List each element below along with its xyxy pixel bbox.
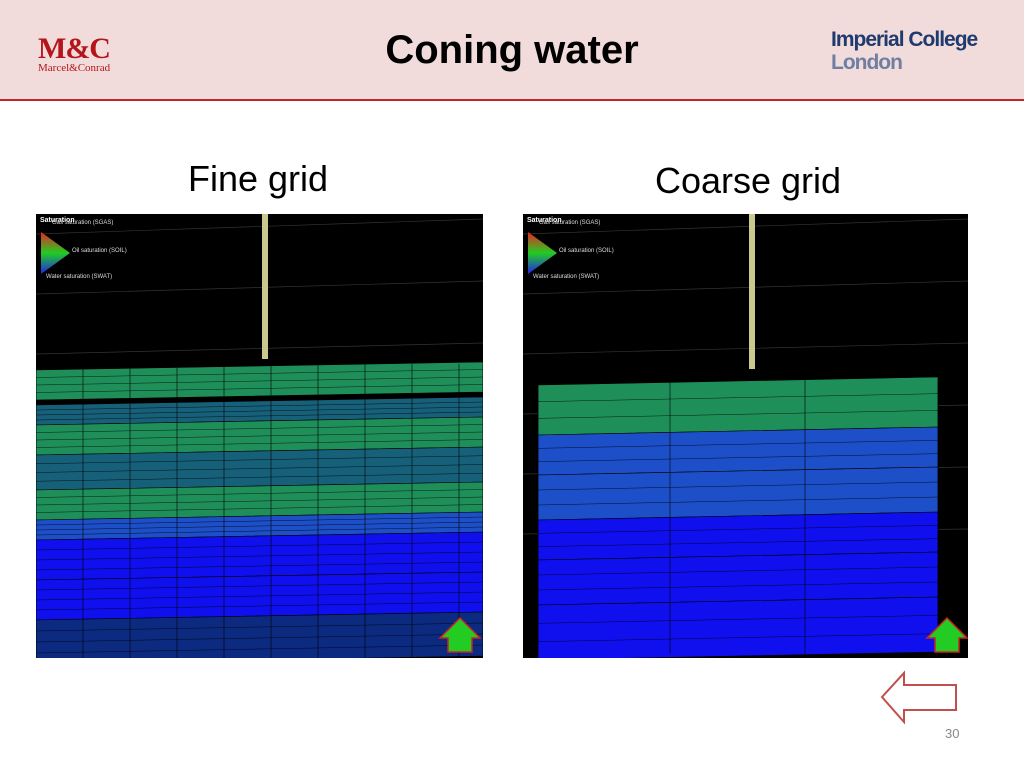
cell-line	[36, 473, 483, 482]
panel-caption: Fine grid	[187, 158, 329, 199]
cell-line	[537, 615, 939, 624]
logo-right-line1: Imperial College	[831, 28, 978, 51]
cell-line	[36, 376, 483, 386]
legend-title: Saturation	[527, 217, 562, 224]
legend-triangle	[41, 232, 70, 274]
cell-line	[36, 561, 483, 571]
grid-layer	[537, 466, 939, 521]
bg-line	[523, 342, 968, 355]
cell-line	[36, 622, 483, 632]
axis-arrow	[925, 616, 968, 653]
cell-line	[537, 410, 939, 419]
cell-line	[36, 369, 483, 378]
legend-item: Oil saturation (SOIL)	[559, 248, 614, 254]
legend-item: Water saturation (SWAT)	[46, 274, 112, 280]
cell-line	[36, 516, 483, 526]
legend-title: Saturation	[40, 217, 75, 224]
grid-layer	[537, 596, 939, 658]
cell-line	[537, 453, 939, 462]
cell-line	[36, 401, 483, 411]
cell-line	[36, 431, 483, 441]
cell-line	[36, 489, 483, 498]
back-button[interactable]	[880, 670, 960, 726]
logo-mark: M&C	[38, 32, 111, 65]
grid-layer	[537, 426, 939, 476]
cell-line	[36, 496, 483, 506]
axis-arrow	[438, 616, 482, 653]
cell-line	[36, 551, 483, 561]
cell-line	[36, 526, 483, 536]
cell-line	[537, 566, 939, 576]
cell-line	[537, 496, 939, 506]
well	[262, 214, 268, 359]
cell-line	[36, 601, 483, 611]
cell-line	[537, 525, 939, 534]
grid-layer	[537, 551, 939, 606]
grid-layer	[537, 511, 939, 561]
legend-item: Gas saturation (SGAS)	[539, 220, 600, 226]
bg-line	[36, 342, 483, 355]
cell-line	[36, 384, 483, 393]
legend-triangle	[528, 232, 557, 274]
cell-line	[36, 521, 483, 531]
bg-line	[523, 218, 968, 235]
well	[749, 214, 755, 369]
bg-line	[36, 280, 483, 295]
cell-line	[537, 440, 939, 449]
header	[0, 0, 1024, 101]
bg-line	[523, 280, 968, 295]
cell-line	[36, 406, 483, 416]
panel-caption: Coarse grid	[654, 160, 842, 201]
legend-item: Gas saturation (SGAS)	[52, 220, 113, 226]
page-number: 30	[945, 726, 960, 741]
cell-line	[36, 504, 483, 513]
logo-right-line2: London	[831, 51, 903, 74]
cell-line	[36, 424, 483, 433]
cell-line	[36, 439, 483, 448]
cell-line	[36, 581, 483, 591]
cell-line	[36, 591, 483, 601]
cell-line	[36, 411, 483, 421]
bg-line	[36, 218, 483, 235]
cell-line	[36, 633, 483, 643]
logo-name: Marcel&Conrad	[38, 62, 111, 74]
cell-line	[537, 538, 939, 547]
grid-layer	[537, 376, 939, 436]
legend-item: Water saturation (SWAT)	[533, 274, 599, 280]
back-arrow[interactable]	[880, 670, 957, 725]
cell-line	[36, 464, 483, 473]
cell-line	[36, 644, 483, 654]
cell-line	[36, 541, 483, 551]
legend-item: Oil saturation (SOIL)	[72, 248, 127, 254]
grid-layer	[36, 611, 483, 658]
cell-line	[36, 455, 483, 464]
cell-line	[537, 581, 939, 591]
cell-line	[537, 393, 939, 402]
cell-line	[537, 633, 939, 642]
cell-line	[537, 481, 939, 491]
slide-title: Coning water	[385, 28, 639, 72]
